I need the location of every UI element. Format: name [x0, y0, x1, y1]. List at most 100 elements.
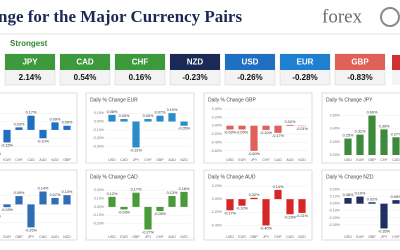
value-label: -0.10% — [236, 207, 249, 211]
bar — [344, 138, 352, 155]
tile-header — [280, 54, 330, 70]
x-tick-label: CAD — [286, 235, 294, 239]
value-label: 0.17% — [131, 188, 142, 192]
tile-currency: JPY — [22, 58, 38, 67]
bar — [368, 202, 376, 204]
bar — [250, 125, 258, 151]
tile-header-cropped — [392, 55, 400, 70]
bar — [132, 192, 140, 207]
value-label: 0.39% — [379, 124, 390, 128]
tile-change: -0.26% — [237, 73, 262, 82]
x-tick-label: JPY — [145, 235, 152, 239]
value-label: -0.10% — [0, 215, 2, 219]
x-tick-label: USD — [226, 158, 234, 162]
x-tick-label: GBP — [368, 158, 376, 162]
value-label: 0.02% — [285, 120, 296, 124]
value-label: 0.02% — [367, 197, 378, 201]
bar — [63, 125, 71, 130]
value-label: 0.08% — [343, 193, 354, 197]
y-tick-label: 0.40% — [212, 107, 223, 111]
y-tick-label: 0.00% — [212, 197, 223, 201]
x-tick-label: CHF — [392, 235, 400, 239]
bar — [226, 199, 234, 211]
logo-mark — [380, 7, 400, 27]
chart-title: Daily % Change GBP — [208, 97, 256, 103]
chart-title: Daily % Change CAD — [90, 174, 138, 180]
y-tick-label: 0.00% — [330, 202, 341, 206]
tile-header — [170, 54, 220, 70]
x-tick-label: CAD — [27, 158, 35, 162]
value-label: 0.14% — [38, 187, 49, 191]
y-tick-label: 0.10% — [94, 196, 105, 200]
bar — [262, 199, 270, 226]
y-tick-label: -0.60% — [211, 149, 223, 153]
bar — [39, 129, 47, 139]
y-tick-label: 0.40% — [330, 127, 341, 131]
value-label: 0.10% — [167, 108, 178, 112]
bar — [51, 197, 59, 205]
bar — [356, 134, 364, 155]
bar — [156, 206, 164, 212]
value-label: 0.03% — [14, 122, 25, 126]
y-tick-label: 0.20% — [330, 140, 341, 144]
page-title: nge for the Major Currency Pairs — [0, 7, 242, 26]
bar — [392, 200, 400, 204]
tile-change: 0.16% — [129, 73, 152, 82]
bar — [15, 127, 23, 130]
mini-chart: Daily % Change CAD -0.20% -0.10% 0.00% 0.10%… — [85, 169, 195, 241]
value-label: 0.08% — [107, 110, 118, 114]
bar — [168, 196, 176, 207]
y-tick-label: 0.00% — [330, 153, 341, 157]
value-label: 0.14% — [273, 185, 284, 189]
bar — [156, 115, 164, 122]
value-label: 0.27% — [391, 132, 400, 136]
bar — [27, 115, 35, 130]
x-tick-label: CHF — [274, 235, 282, 239]
tile-header — [60, 54, 110, 70]
bar — [286, 199, 294, 215]
tile-change: 2.14% — [19, 73, 42, 82]
value-label: -0.15% — [1, 143, 14, 147]
value-label: 0.03% — [119, 114, 130, 118]
bar — [380, 203, 388, 229]
y-tick-label: -0.20% — [329, 216, 341, 220]
chart-title: Daily % Change AUD — [208, 174, 256, 180]
value-label: -0.23% — [284, 215, 297, 219]
value-label: 0.09% — [14, 191, 25, 195]
bar — [180, 191, 188, 207]
value-label: 0.31% — [355, 130, 366, 134]
tile-currency: CHF — [132, 58, 149, 67]
mini-chart: Daily % Change GBP -0.60% -0.40% -0.20% 0.00… — [203, 92, 313, 164]
chart-frame — [85, 169, 195, 241]
x-tick-label: NZD — [180, 235, 188, 239]
x-tick-label: NZD — [51, 158, 59, 162]
y-tick-label: -0.10% — [93, 213, 105, 217]
value-label: -0.10% — [37, 139, 50, 143]
value-label: 0.18% — [179, 187, 190, 191]
bar — [180, 121, 188, 126]
bar — [39, 191, 47, 205]
x-tick-label: GBP — [15, 235, 23, 239]
value-label: -0.09% — [224, 130, 237, 134]
tile-currency: GBP — [351, 58, 369, 67]
x-tick-label: USD — [108, 235, 116, 239]
x-tick-label: AUD — [51, 235, 59, 239]
x-tick-label: NZD — [298, 235, 306, 239]
tile-header — [225, 54, 275, 70]
bar — [3, 204, 11, 208]
tile-currency: NZD — [187, 58, 204, 67]
y-tick-label: 0.20% — [94, 188, 105, 192]
value-label: 0.13% — [167, 191, 178, 195]
value-label: 0.03% — [143, 114, 154, 118]
y-tick-label: -0.20% — [211, 210, 223, 214]
bar — [3, 129, 11, 143]
value-label: -0.35% — [378, 229, 391, 233]
value-label: -0.17% — [272, 134, 285, 138]
bar — [108, 114, 116, 122]
x-tick-label: NZD — [180, 158, 188, 162]
x-tick-label: CAD — [39, 235, 47, 239]
y-tick-label: 0.60% — [330, 114, 341, 118]
value-label: 0.17% — [26, 111, 37, 115]
x-tick-label: EUR — [238, 235, 246, 239]
